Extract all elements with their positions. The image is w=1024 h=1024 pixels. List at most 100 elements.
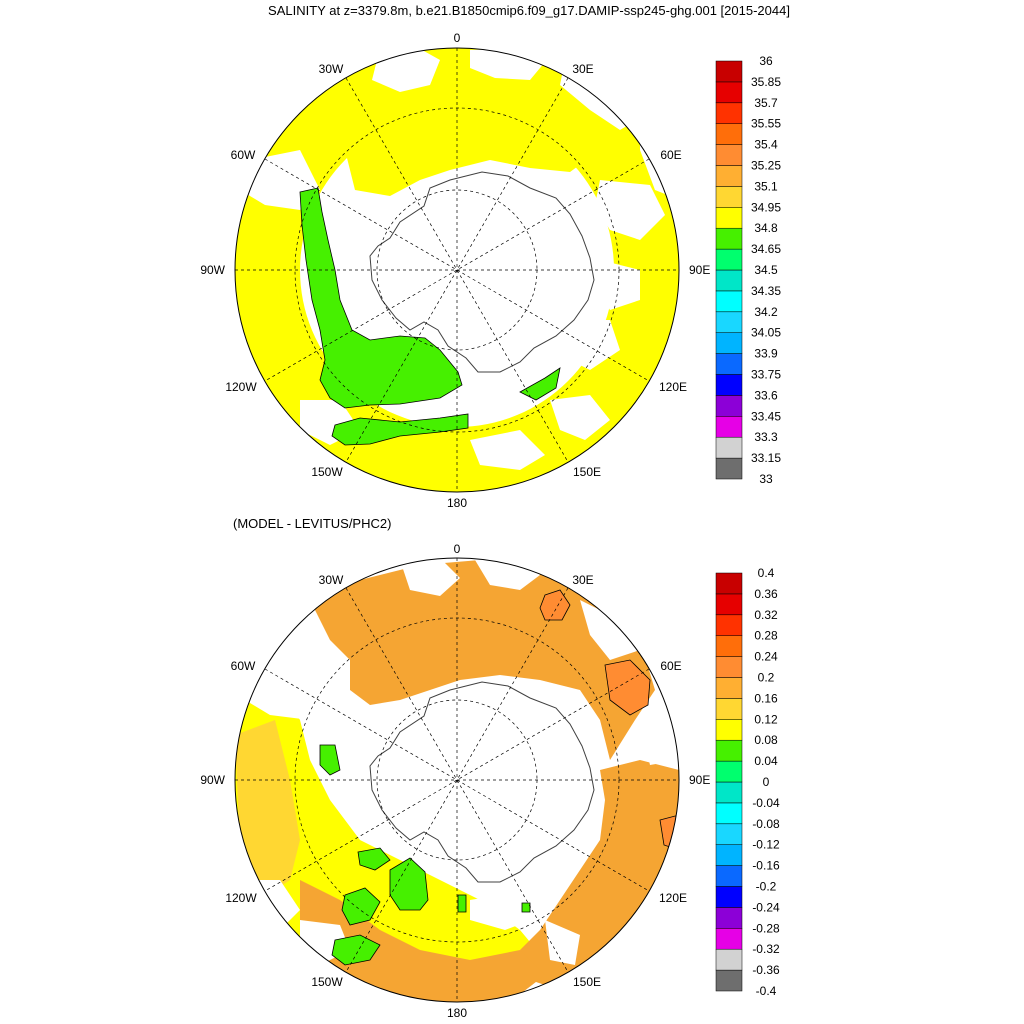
colorbar-top-box-9 <box>715 269 743 292</box>
bottom-darkorange-2 <box>604 659 651 716</box>
colorbar-bottom-label-0: -0.4 <box>756 984 777 998</box>
colorbar-top-box-4 <box>715 374 743 396</box>
colorbar-bottom-box-12 <box>715 719 743 741</box>
bottom-darkorange-1 <box>539 589 571 621</box>
colorbar-bottom-box-13 <box>715 698 743 720</box>
colorbar-bottom-box-10 <box>715 760 743 783</box>
colorbar-top-box-10 <box>715 248 743 271</box>
colorbar-top-label-12: 34.8 <box>754 221 778 235</box>
colorbar-bottom: -0.4 -0.36 -0.32 -0.28 -0.24 -0.2 -0.16 -0.12 -0… <box>715 566 780 998</box>
colorbar-bottom-box-1 <box>715 948 743 971</box>
bottom-lightorange-west <box>235 720 300 900</box>
colorbar-bottom-label-18: 0.32 <box>754 608 778 622</box>
bottom-lon-label-90w: 90W <box>200 773 225 787</box>
colorbar-bottom-box-17 <box>715 614 743 636</box>
top-graticule <box>235 48 679 492</box>
colorbar-bottom-label-4: -0.24 <box>752 900 780 914</box>
top-lon-label-60e: 60E <box>660 148 681 162</box>
colorbar-bottom-label-17: 0.28 <box>754 629 778 643</box>
colorbar-top-label-1: 33.15 <box>751 451 781 465</box>
colorbar-top-label-17: 35.55 <box>751 117 781 131</box>
bottom-lon-label-120e: 120E <box>659 891 687 905</box>
colorbar-top-label-5: 33.75 <box>751 368 781 382</box>
bottom-lon-label-120w: 120W <box>225 891 257 905</box>
figure-title: SALINITY at z=3379.8m, b.e21.B1850cmip6.… <box>268 3 790 18</box>
colorbar-top-label-9: 34.35 <box>751 284 781 298</box>
colorbar-top-box-12 <box>715 207 743 229</box>
colorbar-bottom-label-7: -0.12 <box>752 838 780 852</box>
colorbar-bottom-label-10: 0 <box>763 775 770 789</box>
colorbar-top-label-13: 34.95 <box>751 200 781 214</box>
colorbar-bottom-label-3: -0.28 <box>752 921 780 935</box>
colorbar-bottom-label-20: 0.4 <box>758 566 775 580</box>
colorbar-top-box-0 <box>715 457 743 480</box>
bottom-lon-label-180: 180 <box>447 1006 467 1020</box>
colorbar-bottom-box-19 <box>715 572 743 595</box>
top-lon-label-120w: 120W <box>225 380 257 394</box>
colorbar-top-box-7 <box>715 311 743 333</box>
colorbar-bottom-label-13: 0.12 <box>754 712 778 726</box>
top-lon-label-90w: 90W <box>200 263 225 277</box>
colorbar-bottom-box-0 <box>715 969 743 992</box>
colorbar-bottom-box-11 <box>715 739 743 762</box>
colorbar-bottom-label-6: -0.16 <box>752 859 780 873</box>
colorbar-top-label-6: 33.9 <box>754 347 778 361</box>
top-lon-label-30e: 30E <box>572 62 593 76</box>
bottom-graticule <box>235 558 679 1002</box>
colorbar-bottom-box-5 <box>715 865 743 887</box>
colorbar-bottom-label-9: -0.04 <box>752 796 780 810</box>
colorbar-top-box-6 <box>715 332 743 354</box>
colorbar-top-box-17 <box>715 102 743 124</box>
colorbar-top-box-5 <box>715 353 743 375</box>
colorbar-top: 33 33.15 33.3 33.45 33.6 33.75 33.9 34.05 34.2 34… <box>715 54 781 486</box>
colorbar-bottom-label-19: 0.36 <box>754 587 778 601</box>
colorbar-top-label-0: 33 <box>759 472 773 486</box>
colorbar-bottom-box-16 <box>715 635 743 657</box>
colorbar-top-box-3 <box>715 395 743 417</box>
colorbar-top-box-8 <box>715 290 743 313</box>
top-map-frame <box>234 47 680 493</box>
colorbar-bottom-label-16: 0.24 <box>754 650 778 664</box>
bottom-lon-label-0: 0 <box>454 542 461 556</box>
colorbar-bottom-box-9 <box>715 781 743 804</box>
top-lon-label-180: 180 <box>447 496 467 510</box>
colorbar-top-label-2: 33.3 <box>754 430 778 444</box>
bottom-lon-label-150w: 150W <box>311 975 343 989</box>
bottom-lon-label-90e: 90E <box>689 773 710 787</box>
colorbar-bottom-label-2: -0.32 <box>752 942 780 956</box>
top-lon-label-150e: 150E <box>573 465 601 479</box>
colorbar-bottom-box-3 <box>715 907 743 929</box>
colorbar-bottom-label-12: 0.08 <box>754 733 778 747</box>
bottom-lon-label-60w: 60W <box>231 659 256 673</box>
colorbar-bottom-label-5: -0.2 <box>756 880 777 894</box>
top-antarctica <box>369 171 595 373</box>
colorbar-top-label-15: 35.25 <box>751 159 781 173</box>
bottom-lon-label-60e: 60E <box>660 659 681 673</box>
top-green-west <box>299 187 463 409</box>
top-green-south <box>331 413 469 446</box>
colorbar-top-box-1 <box>715 436 743 459</box>
bottom-lon-label-150e: 150E <box>573 975 601 989</box>
bottom-orange-south <box>300 880 545 1002</box>
colorbar-top-box-11 <box>715 227 743 250</box>
colorbar-top-label-8: 34.2 <box>754 305 778 319</box>
bottom-map-frame <box>234 557 680 1003</box>
colorbar-top-box-19 <box>715 60 743 83</box>
colorbar-top-label-3: 33.45 <box>751 409 781 423</box>
colorbar-top-box-14 <box>715 165 743 187</box>
colorbar-top-box-15 <box>715 144 743 166</box>
colorbar-top-box-18 <box>715 81 743 104</box>
colorbar-bottom-label-14: 0.16 <box>754 691 778 705</box>
colorbar-bottom-box-18 <box>715 593 743 616</box>
colorbar-bottom-box-4 <box>715 886 743 908</box>
bottom-lon-label-30e: 30E <box>572 573 593 587</box>
colorbar-bottom-label-1: -0.36 <box>752 963 780 977</box>
bottom-green-patches <box>319 744 531 966</box>
top-lon-label-120e: 120E <box>659 380 687 394</box>
colorbar-top-box-16 <box>715 123 743 145</box>
colorbar-bottom-label-8: -0.08 <box>752 817 780 831</box>
top-lon-label-60w: 60W <box>231 148 256 162</box>
bottom-orange-weddell <box>310 560 655 760</box>
colorbar-bottom-box-15 <box>715 656 743 678</box>
